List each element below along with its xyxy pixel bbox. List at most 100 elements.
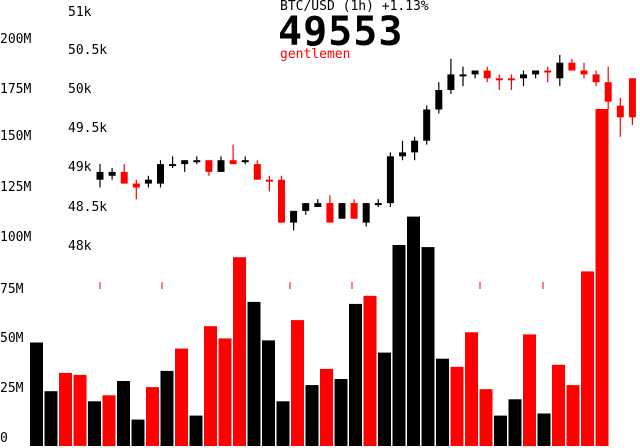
volume-tick: 75M bbox=[0, 282, 24, 297]
volume-tick: 175M bbox=[0, 82, 32, 97]
volume-bar bbox=[131, 419, 145, 446]
current-price: 49553 bbox=[278, 9, 404, 55]
volume-bar bbox=[189, 415, 203, 446]
volume-bar bbox=[421, 247, 435, 446]
volume-bar bbox=[218, 338, 232, 446]
price-candle bbox=[229, 144, 237, 165]
volume-tick: 0 bbox=[0, 431, 8, 446]
price-candle bbox=[144, 175, 152, 188]
volume-bar bbox=[73, 374, 87, 446]
price-candle bbox=[580, 62, 588, 79]
price-tick: 51k bbox=[68, 5, 92, 20]
price-candle bbox=[628, 78, 636, 126]
volume-bar bbox=[117, 381, 130, 446]
volume-bar bbox=[349, 303, 362, 446]
price-candle bbox=[411, 136, 419, 161]
price-candle bbox=[386, 152, 394, 207]
volume-bar bbox=[566, 385, 580, 446]
price-candle bbox=[604, 66, 612, 110]
volume-bar bbox=[30, 342, 43, 446]
volume-bar bbox=[44, 391, 58, 446]
volume-tick: 150M bbox=[0, 129, 32, 144]
price-candle bbox=[592, 70, 600, 87]
volume-bar bbox=[88, 401, 101, 446]
price-candle bbox=[495, 74, 503, 90]
volume-bar bbox=[204, 326, 217, 446]
volume-bar bbox=[59, 372, 72, 446]
price-candle bbox=[507, 74, 515, 90]
price-tick: 48.5k bbox=[68, 200, 108, 215]
volume-bar bbox=[450, 366, 464, 446]
volume-bar bbox=[160, 370, 174, 446]
pair-title: BTC/USD (1h) +1.13% bbox=[280, 0, 429, 14]
price-candle bbox=[483, 66, 491, 83]
price-candle bbox=[253, 160, 261, 180]
price-candle bbox=[96, 164, 104, 188]
volume-tick: 200M bbox=[0, 32, 32, 47]
volume-bar bbox=[537, 413, 551, 446]
volume-tick: 25M bbox=[0, 381, 24, 396]
volume-tick: 100M bbox=[0, 230, 32, 245]
subtitle-label: gentlemen bbox=[280, 47, 351, 62]
price-candle bbox=[556, 54, 564, 87]
volume-bar bbox=[276, 401, 290, 446]
price-candle bbox=[205, 160, 213, 176]
volume-bar bbox=[407, 216, 420, 446]
volume-bar bbox=[305, 385, 319, 446]
price-candle bbox=[241, 156, 249, 165]
volume-bar bbox=[392, 245, 406, 446]
price-candle bbox=[471, 70, 479, 79]
volume-bar bbox=[595, 109, 609, 446]
volume-bar bbox=[581, 271, 594, 446]
price-candle bbox=[326, 195, 334, 223]
price-candle bbox=[120, 164, 128, 184]
price-candle bbox=[520, 70, 527, 87]
volume-bar bbox=[262, 340, 275, 446]
volume-bar bbox=[291, 320, 304, 446]
price-candle bbox=[399, 140, 406, 161]
volume-tick: 125M bbox=[0, 180, 32, 195]
price-candle bbox=[265, 175, 273, 192]
volume-bar bbox=[436, 358, 449, 446]
volume-bar bbox=[479, 389, 493, 446]
price-candle bbox=[374, 199, 382, 207]
volume-bar bbox=[146, 387, 159, 446]
price-candle bbox=[616, 97, 624, 137]
price-candle bbox=[350, 199, 358, 219]
price-candle bbox=[181, 160, 189, 172]
volume-bar bbox=[247, 301, 261, 446]
volume-bar bbox=[494, 415, 507, 446]
price-candle bbox=[532, 70, 540, 79]
price-candle bbox=[193, 156, 201, 165]
price-tick: 48k bbox=[68, 239, 92, 254]
volume-bar bbox=[363, 295, 377, 446]
price-candle bbox=[132, 179, 140, 200]
price-candle bbox=[157, 160, 164, 188]
price-candle bbox=[568, 58, 576, 71]
price-candle bbox=[290, 210, 298, 231]
volume-bar bbox=[465, 332, 478, 446]
price-candle bbox=[423, 105, 431, 145]
price-candle bbox=[459, 66, 467, 87]
volume-bar bbox=[334, 379, 348, 446]
price-candle bbox=[435, 82, 443, 114]
price-candle bbox=[362, 203, 370, 227]
volume-bar bbox=[233, 257, 246, 446]
price-tick: 49k bbox=[68, 160, 92, 175]
price-candle bbox=[217, 156, 225, 172]
price-tick: 49.5k bbox=[68, 121, 108, 136]
volume-bar bbox=[523, 334, 536, 447]
volume-bar bbox=[102, 395, 116, 447]
volume-bar bbox=[508, 399, 522, 446]
price-tick: 50.5k bbox=[68, 43, 108, 58]
volume-bar bbox=[378, 352, 391, 446]
volume-bar bbox=[552, 364, 565, 446]
price-candle bbox=[338, 203, 346, 219]
price-candle bbox=[314, 199, 322, 207]
price-candle bbox=[302, 203, 310, 215]
volume-bar bbox=[320, 368, 333, 446]
price-tick: 50k bbox=[68, 82, 92, 97]
price-candle bbox=[447, 58, 455, 94]
